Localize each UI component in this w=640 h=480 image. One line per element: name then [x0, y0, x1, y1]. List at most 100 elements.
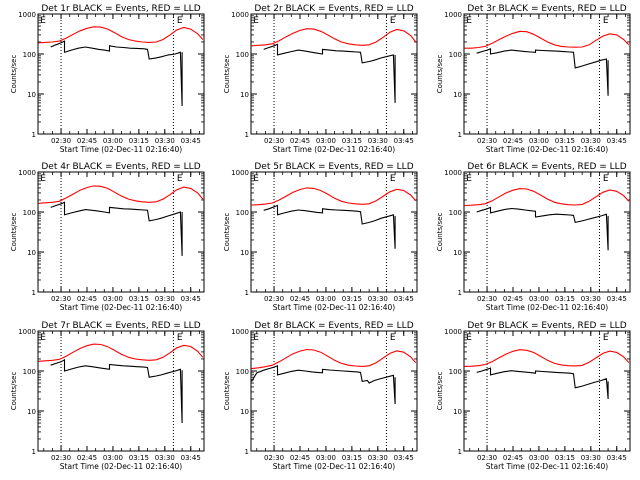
- events-series-line: [263, 204, 396, 249]
- y-tick-label: 10: [453, 249, 462, 257]
- y-tick-label: 10: [27, 408, 36, 416]
- y-tick-label: 1000: [18, 11, 36, 19]
- panel-title: Det 6r BLACK = Events, RED = LLD: [467, 162, 626, 172]
- flag-label: E: [177, 16, 183, 26]
- y-tick-label: 1: [32, 448, 36, 456]
- x-tick-label: 03:45: [394, 137, 414, 145]
- y-axis-label: Counts/sec: [223, 213, 231, 252]
- y-tick-label: 1000: [18, 328, 36, 336]
- x-tick-label: 02:30: [51, 454, 71, 462]
- y-axis-label: Counts/sec: [436, 55, 444, 94]
- x-tick-label: 02:30: [264, 295, 284, 303]
- x-tick-label: 03:45: [607, 454, 627, 462]
- x-axis-label: Start Time (02-Dec-11 02:16:40): [60, 462, 182, 471]
- detector-panel-7: Det 7r BLACK = Events, RED = LLD 1 10 100 10…: [10, 321, 205, 471]
- x-tick-label: 03:00: [103, 295, 123, 303]
- lld-series-line: [251, 348, 417, 370]
- flag-label: E: [466, 16, 472, 26]
- lld-series-line: [464, 349, 630, 367]
- x-tick-label: 03:30: [581, 454, 601, 462]
- x-tick-label: 03:45: [607, 295, 627, 303]
- x-tick-label: 03:15: [342, 295, 362, 303]
- events-series-line: [50, 201, 183, 256]
- y-tick-label: 10: [27, 91, 36, 99]
- x-tick-label: 03:00: [316, 295, 336, 303]
- y-tick-label: 100: [236, 368, 249, 376]
- x-tick-label: 02:45: [77, 137, 97, 145]
- panel-title: Det 5r BLACK = Events, RED = LLD: [254, 162, 413, 172]
- panel-title: Det 1r BLACK = Events, RED = LLD: [41, 4, 200, 14]
- y-tick-label: 1: [32, 289, 36, 297]
- events-series-line: [476, 367, 609, 400]
- flag-label: E: [253, 174, 259, 184]
- x-tick-label: 03:15: [555, 295, 575, 303]
- flag-label: E: [390, 333, 396, 343]
- x-tick-label: 02:45: [290, 295, 310, 303]
- flag-label: E: [466, 333, 472, 343]
- x-tick-label: 02:30: [51, 137, 71, 145]
- x-tick-label: 03:30: [155, 454, 175, 462]
- panel-title: Det 3r BLACK = Events, RED = LLD: [467, 4, 626, 14]
- y-tick-label: 1000: [231, 328, 249, 336]
- x-tick-label: 03:30: [581, 295, 601, 303]
- x-axis-label: Start Time (02-Dec-11 02:16:40): [486, 462, 608, 471]
- flag-label: E: [466, 174, 472, 184]
- y-tick-label: 1000: [231, 11, 249, 19]
- plot-frame: [37, 13, 205, 135]
- y-tick-label: 1000: [444, 328, 462, 336]
- detector-panel-8: Det 8r BLACK = Events, RED = LLD 1 10 100 10…: [223, 321, 418, 471]
- lld-series-line: [38, 26, 204, 44]
- x-tick-label: 03:45: [181, 137, 201, 145]
- flag-label: E: [177, 333, 183, 343]
- y-axis-label: Counts/sec: [223, 55, 231, 94]
- x-tick-label: 02:45: [290, 454, 310, 462]
- y-tick-label: 1: [458, 448, 462, 456]
- detector-panel-3: Det 3r BLACK = Events, RED = LLD 1 10 100 10…: [436, 4, 631, 154]
- x-tick-label: 02:30: [477, 295, 497, 303]
- lld-series-line: [38, 185, 204, 204]
- lld-series-line: [464, 188, 630, 207]
- x-tick-label: 03:15: [555, 137, 575, 145]
- y-tick-label: 1000: [444, 11, 462, 19]
- x-tick-label: 03:00: [529, 454, 549, 462]
- flag-label: E: [603, 16, 609, 26]
- y-axis-label: Counts/sec: [10, 55, 18, 94]
- flag-label: E: [40, 174, 46, 184]
- x-axis-label: Start Time (02-Dec-11 02:16:40): [60, 145, 182, 154]
- x-tick-label: 03:00: [103, 137, 123, 145]
- y-axis-label: Counts/sec: [10, 372, 18, 411]
- detector-panel-5: Det 5r BLACK = Events, RED = LLD 1 10 100 10…: [223, 162, 418, 312]
- y-tick-label: 10: [453, 91, 462, 99]
- x-tick-label: 03:30: [581, 137, 601, 145]
- flag-label: E: [253, 16, 259, 26]
- x-tick-label: 03:15: [342, 454, 362, 462]
- y-axis-label: Counts/sec: [436, 372, 444, 411]
- flag-label: E: [603, 174, 609, 184]
- plot-frame: [463, 13, 631, 135]
- detector-panel-9: Det 9r BLACK = Events, RED = LLD 1 10 100 10…: [436, 321, 631, 471]
- lld-series-line: [464, 30, 630, 49]
- x-tick-label: 03:45: [394, 454, 414, 462]
- y-tick-label: 100: [449, 368, 462, 376]
- x-tick-label: 03:45: [181, 295, 201, 303]
- panel-title: Det 2r BLACK = Events, RED = LLD: [254, 4, 413, 14]
- x-axis-label: Start Time (02-Dec-11 02:16:40): [273, 145, 395, 154]
- x-tick-label: 02:45: [503, 137, 523, 145]
- plot-frame: [37, 171, 205, 293]
- plot-frame: [250, 13, 418, 135]
- x-tick-label: 03:45: [394, 295, 414, 303]
- y-tick-label: 10: [240, 408, 249, 416]
- x-tick-label: 02:45: [77, 454, 97, 462]
- flag-label: E: [390, 174, 396, 184]
- x-tick-label: 02:30: [477, 454, 497, 462]
- x-tick-label: 03:15: [555, 454, 575, 462]
- x-tick-label: 02:30: [51, 295, 71, 303]
- x-tick-label: 02:45: [290, 137, 310, 145]
- y-tick-label: 100: [236, 209, 249, 217]
- events-series-line: [476, 206, 609, 251]
- x-axis-label: Start Time (02-Dec-11 02:16:40): [486, 145, 608, 154]
- x-tick-label: 03:00: [529, 137, 549, 145]
- plot-frame: [250, 171, 418, 293]
- y-tick-label: 10: [453, 408, 462, 416]
